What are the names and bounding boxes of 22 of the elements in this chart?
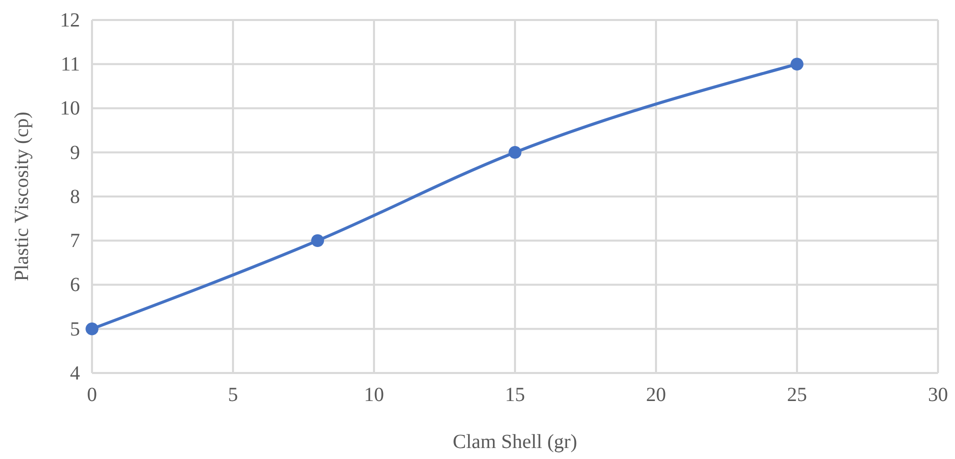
y-tick-label: 6 <box>70 274 80 296</box>
y-tick-label: 4 <box>70 362 80 384</box>
x-tick-label: 20 <box>646 384 666 406</box>
x-tick-label: 25 <box>787 384 807 406</box>
y-tick-label: 10 <box>60 98 80 120</box>
x-tick-label: 5 <box>228 384 238 406</box>
x-tick-label: 10 <box>364 384 384 406</box>
x-tick-label: 30 <box>928 384 948 406</box>
y-axis-title: Plastic Viscosity (cp) <box>11 112 33 282</box>
y-tick-label: 8 <box>70 186 80 208</box>
point <box>790 58 804 71</box>
y-tick-label: 5 <box>70 318 80 340</box>
x-tick-label: 15 <box>505 384 525 406</box>
y-tick-label: 11 <box>60 54 80 76</box>
point <box>311 234 324 248</box>
y-tick-label: 12 <box>60 9 80 32</box>
y-tick-label: 7 <box>70 230 80 252</box>
x-axis-title: Clam Shell (gr) <box>452 431 578 453</box>
x-tick-label: 0 <box>87 384 97 406</box>
point <box>86 322 98 336</box>
point <box>508 146 522 159</box>
y-tick-label: 9 <box>70 142 80 164</box>
